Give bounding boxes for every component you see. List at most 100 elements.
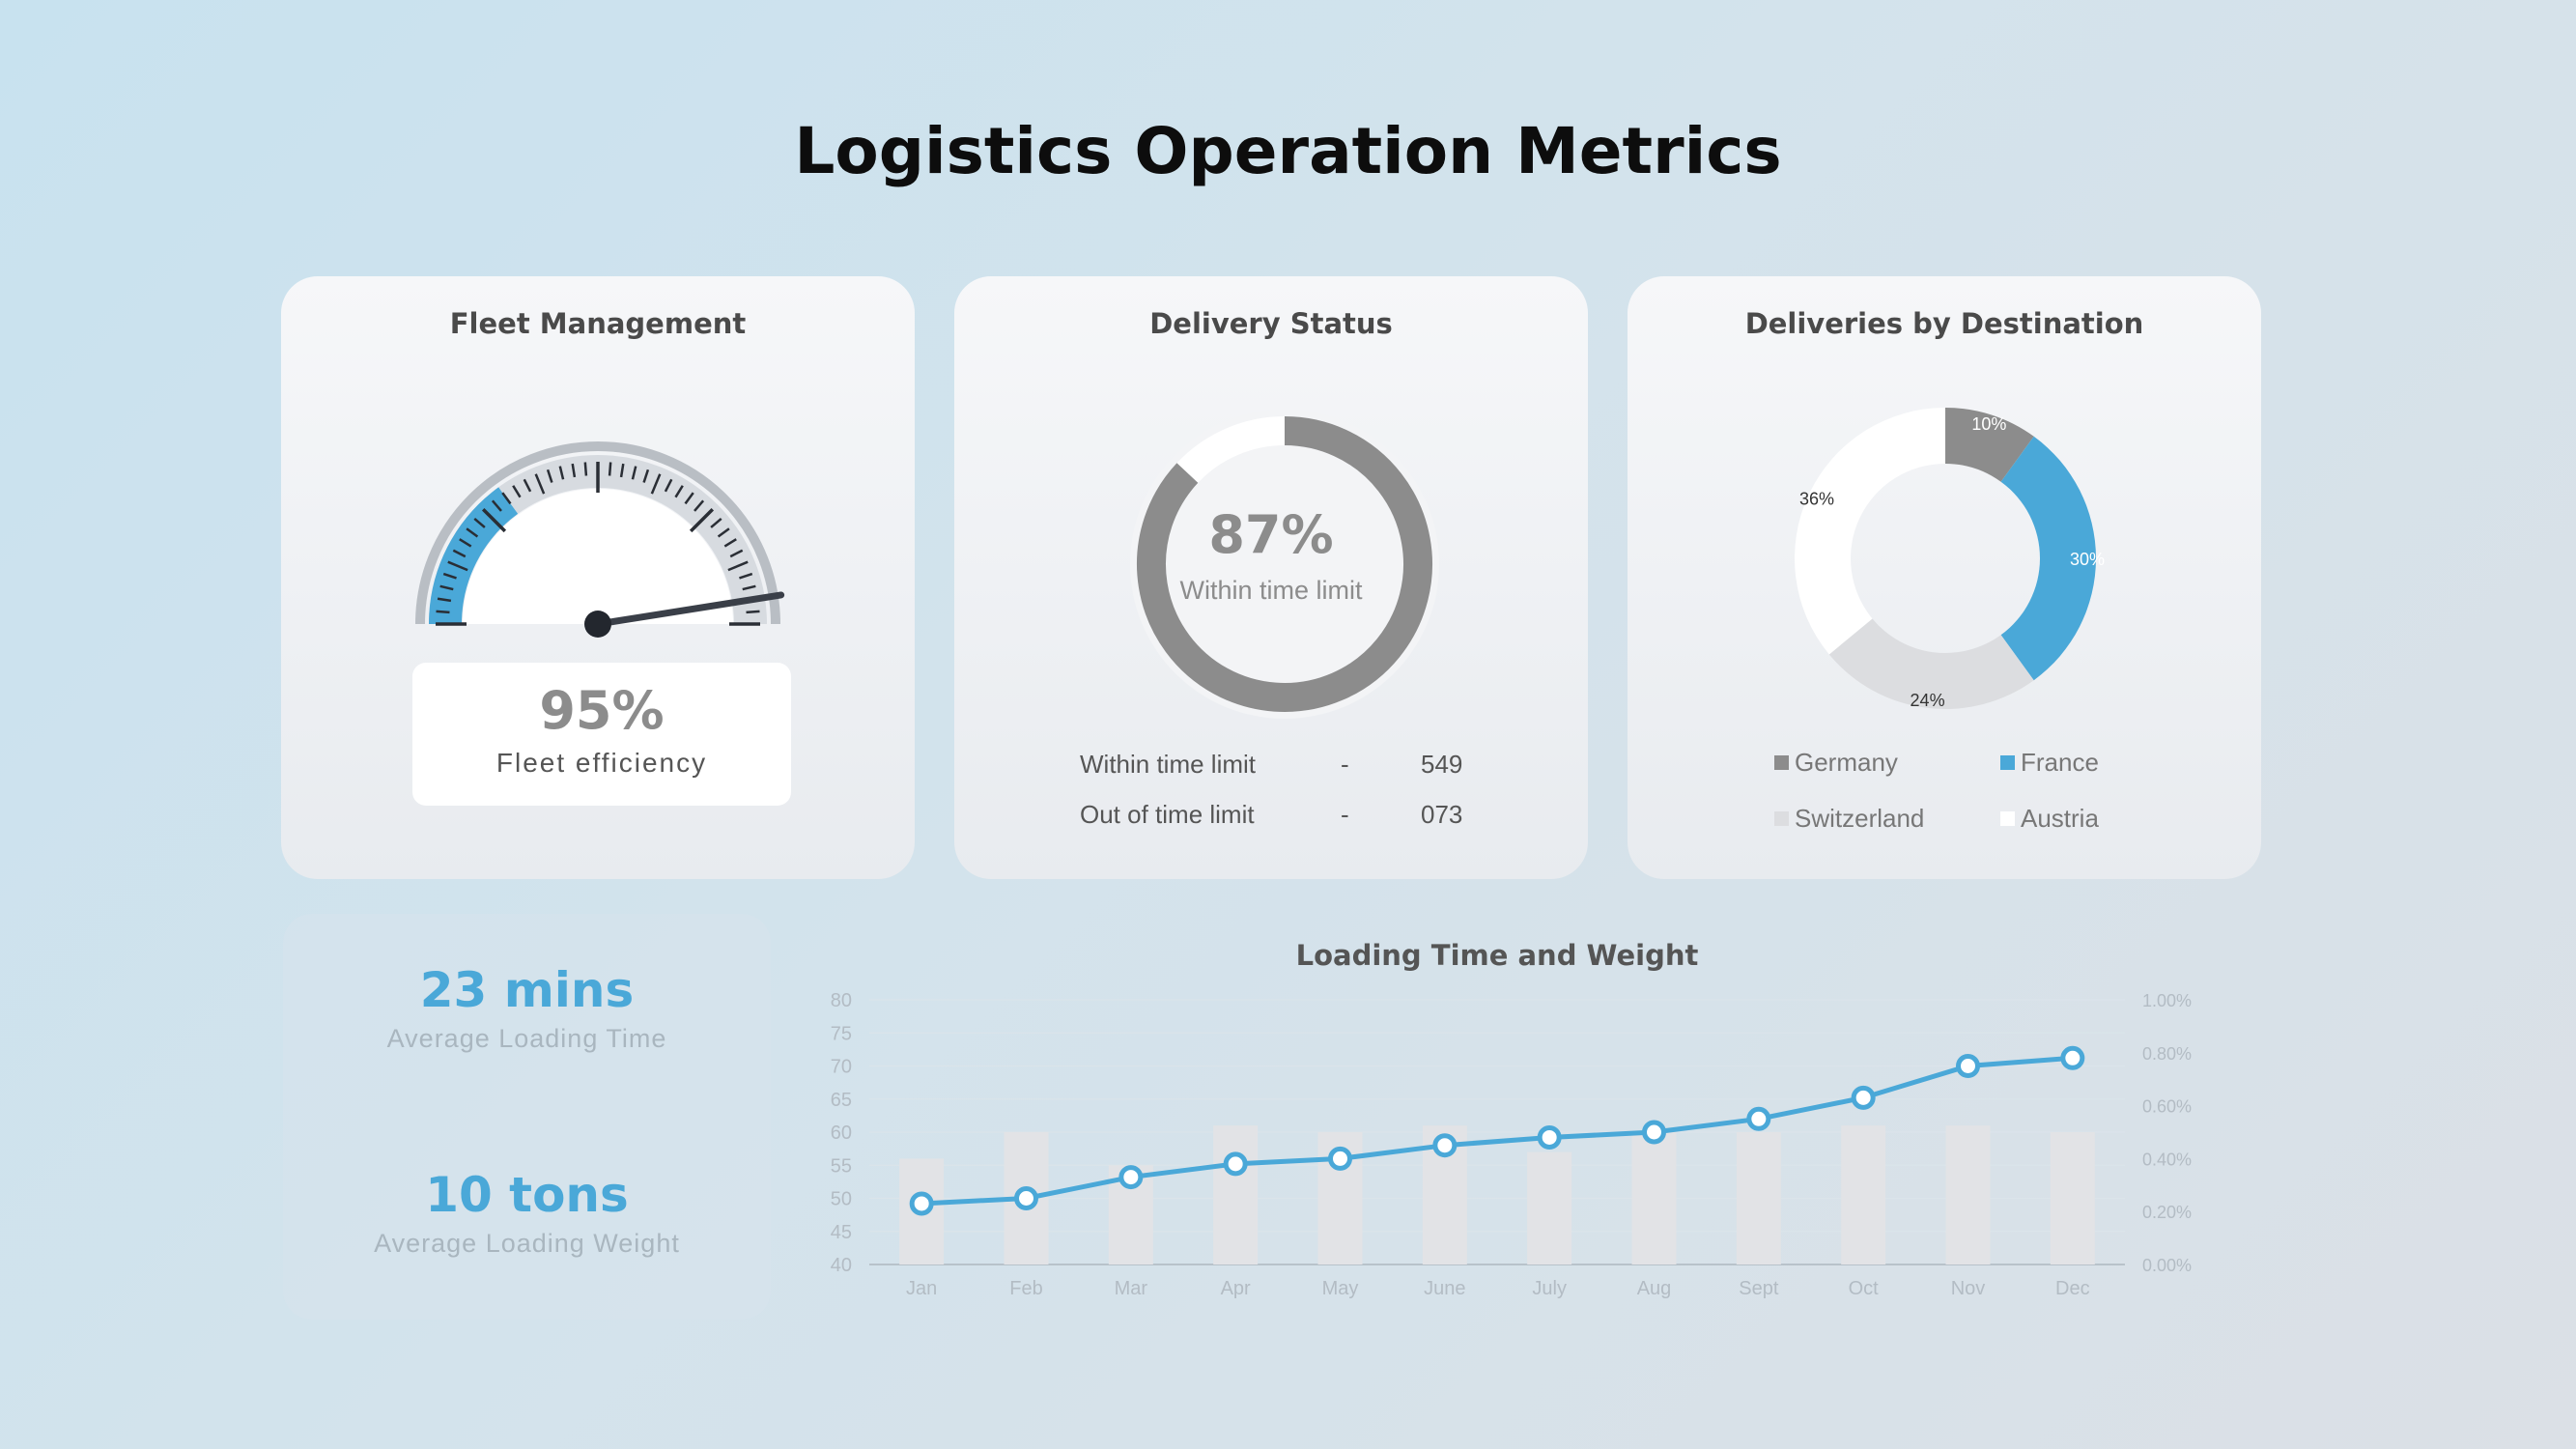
line-point — [1746, 1106, 1771, 1131]
gauge-tick — [729, 549, 744, 558]
line-point — [1432, 1133, 1458, 1158]
gauge-tick — [512, 485, 522, 498]
gauge-tick — [558, 466, 565, 480]
x-tick-label: Sept — [1739, 1278, 1779, 1299]
line-point — [1014, 1186, 1038, 1210]
gauge-tick — [466, 527, 479, 538]
line-point — [1328, 1146, 1352, 1171]
gauge-tick — [746, 610, 760, 614]
x-tick-label: Apr — [1221, 1278, 1251, 1299]
x-tick-label: Oct — [1849, 1278, 1880, 1299]
destination-data-label: 10% — [1971, 414, 2006, 434]
efficiency-label: Fleet efficiency — [495, 748, 708, 778]
bar — [1945, 1125, 1991, 1264]
destination-data-label: 24% — [1911, 691, 1945, 710]
status-row-within: Within time limit - 549 — [954, 750, 1588, 788]
legend-germany: Germany — [1774, 748, 1898, 778]
gauge-tick — [689, 507, 715, 533]
y-left-tick-label: 60 — [831, 1122, 852, 1144]
x-tick-label: Jan — [906, 1278, 937, 1299]
bar — [1841, 1125, 1886, 1264]
gauge-tick — [473, 517, 486, 528]
gauge-tick — [710, 517, 722, 528]
gauge-tick — [491, 499, 502, 512]
y-right-tick-label: 0.80% — [2142, 1044, 2192, 1064]
efficiency-value: 95% — [539, 680, 665, 741]
status-slice — [1176, 416, 1286, 484]
destination-slice — [1945, 408, 2034, 482]
avg-loading-weight-label: Average Loading Weight — [374, 1229, 680, 1258]
x-tick-label: July — [1532, 1278, 1567, 1299]
delivery-status-donut — [1130, 410, 1439, 719]
destination-data-label: 30% — [2070, 550, 2105, 569]
destination-slice — [1795, 408, 1945, 655]
gauge-tick — [447, 560, 468, 572]
bar — [1631, 1132, 1677, 1264]
status-row-out: Out of time limit - 073 — [954, 800, 1588, 838]
destinations-donut: 10% 30% 24% 36% — [1795, 408, 2105, 710]
status-row-separator: - — [1341, 750, 1349, 779]
y-left-tick-label: 55 — [831, 1155, 852, 1177]
status-row-value: 549 — [1421, 750, 1463, 779]
bar — [1527, 1151, 1572, 1264]
x-tick-label: May — [1322, 1278, 1359, 1299]
y-left-tick-label: 75 — [831, 1023, 852, 1044]
gauge-tick — [739, 572, 753, 580]
destination-slice — [2000, 436, 2096, 681]
gauge-hub — [584, 611, 611, 638]
gauge-tick — [608, 462, 612, 476]
delivery-status-card: Delivery Status 87% Within time limit Wi… — [954, 276, 1588, 879]
avg-loading-time-value: 23 mins — [419, 962, 635, 1018]
gauge-tick — [442, 572, 457, 580]
avg-loading-weight-value: 10 tons — [425, 1167, 629, 1223]
destinations-card: Deliveries by Destination 10% 30% 24% 36% G… — [1628, 276, 2261, 879]
y-left-tick-label: 80 — [831, 990, 852, 1011]
gauge-tick — [664, 478, 673, 493]
gauge-tick — [650, 473, 662, 495]
status-donut-shadow — [1130, 410, 1439, 719]
destinations-card-title: Deliveries by Destination — [1744, 307, 2144, 340]
bar — [1736, 1132, 1781, 1264]
line-point — [1956, 1054, 1980, 1078]
kpi-panel: 23 mins Average Loading Time 10 tons Ave… — [283, 914, 771, 1320]
gauge-tick — [523, 478, 532, 493]
line-series — [921, 1055, 2074, 1207]
gauge-tick — [717, 527, 730, 538]
x-tick-label: Aug — [1637, 1278, 1672, 1299]
gauge-tick — [642, 469, 650, 483]
page-title: Logistics Operation Metrics — [794, 114, 1782, 188]
status-row-separator: - — [1341, 800, 1349, 829]
gauge-tick — [684, 492, 694, 505]
bar — [2050, 1132, 2095, 1264]
gauge-tick — [583, 462, 588, 476]
gauge-tick — [694, 499, 705, 512]
fleet-gauge — [415, 441, 785, 638]
status-row-label: Within time limit — [1080, 750, 1257, 779]
gauge-tick — [501, 492, 512, 505]
line-point — [1851, 1085, 1876, 1110]
line-point — [1537, 1124, 1562, 1150]
gauge-tick — [674, 485, 684, 498]
gauge-tick — [534, 473, 546, 495]
line-point — [909, 1191, 934, 1216]
gauge-tick — [619, 463, 625, 478]
fleet-card-title: Fleet Management — [449, 307, 747, 340]
y-left-tick-label: 40 — [831, 1255, 852, 1276]
gauge-tick — [727, 560, 749, 572]
x-tick-label: Feb — [1009, 1278, 1042, 1299]
x-tick-label: June — [1424, 1278, 1465, 1299]
gauge-face — [463, 489, 733, 624]
y-left-tick-label: 50 — [831, 1189, 852, 1210]
gauge-tick — [546, 469, 553, 483]
destination-slice — [1828, 618, 2034, 709]
gauge-tick — [723, 538, 737, 548]
x-tick-label: Mar — [1115, 1278, 1148, 1299]
line-point — [1223, 1151, 1248, 1177]
y-left-tick-label: 65 — [831, 1090, 852, 1111]
gauge-tick — [452, 549, 467, 558]
fleet-management-card: Fleet Management 95% Fleet efficiency — [281, 276, 915, 879]
avg-loading-time-label: Average Loading Time — [386, 1024, 667, 1053]
x-tick-label: Dec — [2055, 1278, 2090, 1299]
efficiency-box: 95% Fleet efficiency — [412, 663, 791, 806]
